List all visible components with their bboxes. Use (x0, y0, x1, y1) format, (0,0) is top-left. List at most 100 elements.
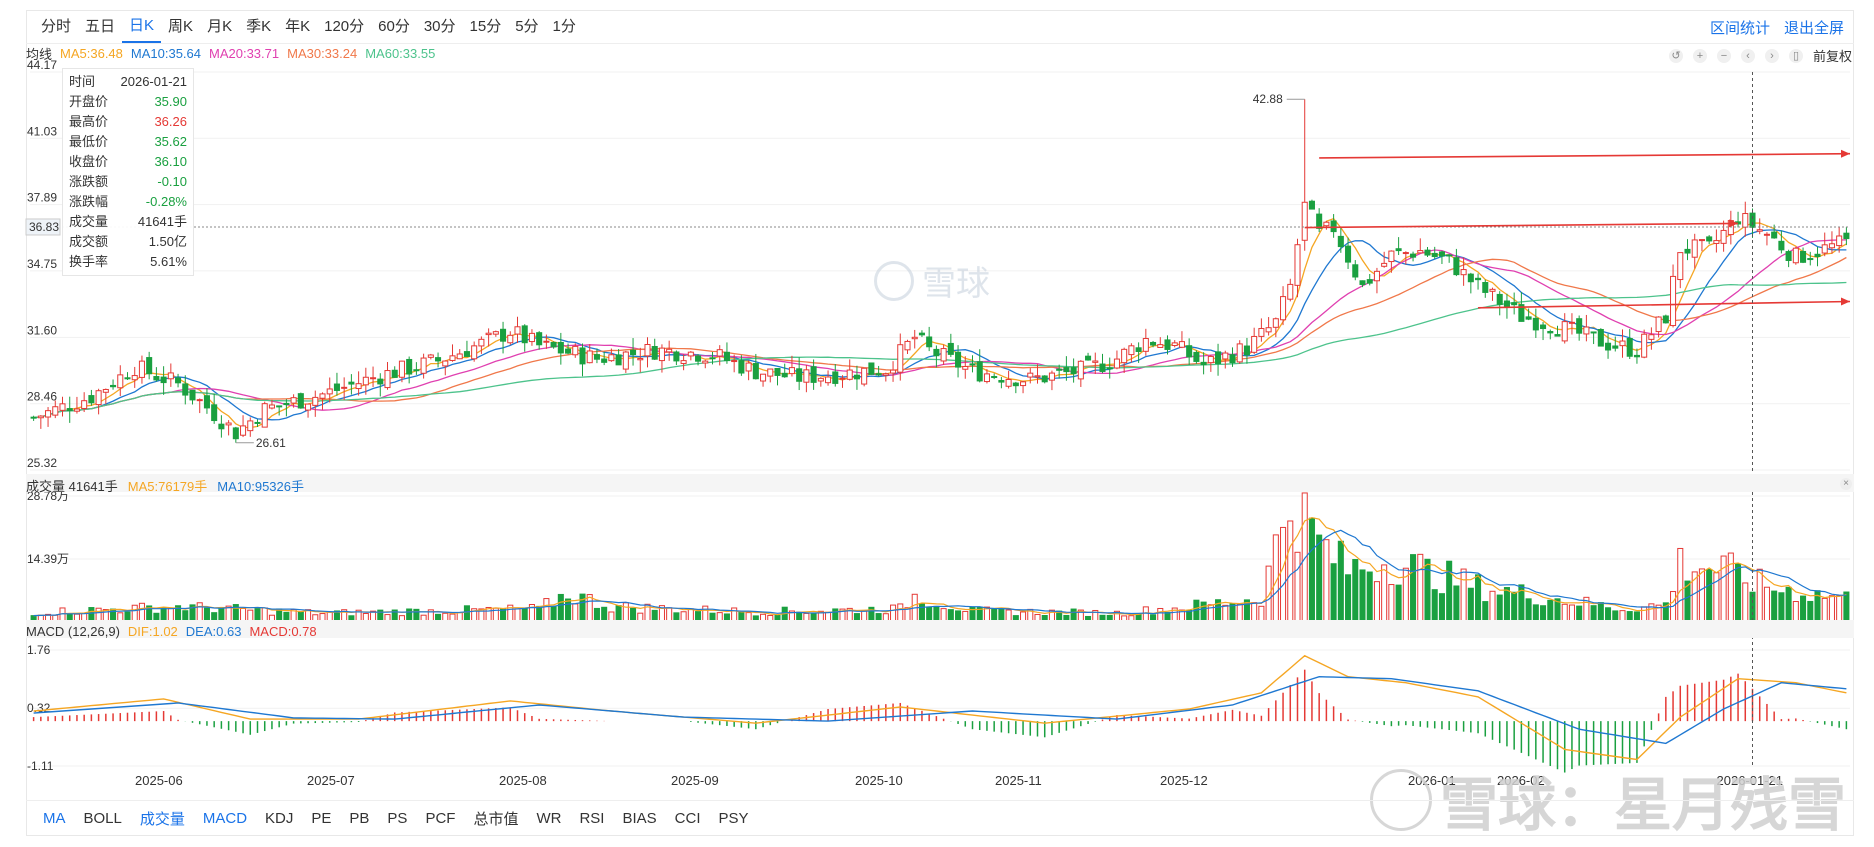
range-stats-button[interactable]: 区间统计 (1709, 19, 1770, 37)
indicator-tab[interactable]: PSY (718, 810, 749, 827)
indicator-tab[interactable]: BOLL (83, 810, 122, 827)
indicator-tab[interactable]: PB (349, 810, 370, 827)
price-tick-label: 25.32 (27, 456, 57, 470)
candle-body (492, 331, 499, 335)
period-tab[interactable]: 季K (246, 18, 272, 35)
right-icon[interactable]: › (1764, 48, 1779, 63)
volume-bar (203, 607, 210, 623)
volume-bar (1821, 597, 1828, 623)
period-tabs: 分时 五日 日K 周K 月K 季K 年K 120分 60分 30分 15分 5分 1分 (34, 10, 583, 44)
period-tab[interactable]: 120分 (324, 18, 365, 35)
volume-bar (543, 598, 550, 623)
candle-body (167, 372, 174, 380)
indicator-tab[interactable]: PE (311, 810, 332, 827)
info-key: 开盘价 (69, 94, 109, 109)
candle-body (630, 349, 637, 356)
volume-bar (1720, 555, 1727, 623)
x-tick-label: 2025-11 (995, 773, 1042, 788)
period-tab[interactable]: 日K (122, 11, 162, 43)
period-tab[interactable]: 周K (168, 18, 194, 35)
indicator-tab[interactable]: 总市值 (473, 811, 519, 828)
candle-body (52, 406, 59, 416)
candle-body (1099, 363, 1106, 372)
left-icon[interactable]: ‹ (1740, 48, 1755, 63)
watermark-bottom-right: 雪球：星月残雪 (1370, 758, 1846, 842)
volume-bar (1698, 568, 1705, 623)
candle-body (1373, 270, 1380, 282)
candle-body (362, 376, 369, 386)
indicator-tab[interactable]: KDJ (265, 810, 294, 827)
min-price-label: 26.61 (256, 436, 286, 450)
indicator-tab[interactable]: BIAS (622, 810, 657, 827)
indicator-tab[interactable]: WR (536, 810, 562, 827)
volume-tick-label: 28.78万 (27, 489, 69, 503)
indicator-tab[interactable]: RSI (579, 810, 605, 827)
candle-body (500, 328, 507, 342)
zoom-in-icon[interactable]: + (1692, 48, 1707, 63)
period-tab[interactable]: 15分 (469, 18, 502, 35)
indicator-tab[interactable]: PS (387, 810, 408, 827)
chart-tools: ↺ + − ‹ › ▯ 前复权 (1668, 46, 1852, 65)
candle-body (1792, 247, 1799, 264)
candle-body (853, 374, 860, 380)
period-tab[interactable]: 30分 (423, 18, 456, 35)
indicator-tab[interactable]: PCF (425, 810, 456, 827)
indicator-tab[interactable]: 成交量 (139, 811, 185, 828)
period-tab[interactable]: 1分 (552, 18, 576, 35)
trend-line (1304, 222, 1739, 229)
indicator-tab[interactable]: MACD (202, 810, 248, 827)
candle-body (1467, 273, 1474, 283)
candle-body (218, 423, 225, 430)
current-price-tag (25, 218, 61, 236)
volume-bar (240, 607, 247, 623)
candle-body (478, 338, 485, 347)
volume-bar (1236, 603, 1243, 623)
period-tab[interactable]: 5分 (515, 18, 539, 35)
candle-body (687, 351, 694, 357)
candle-body (702, 360, 709, 364)
candle-body (341, 386, 348, 389)
volume-bar (1706, 568, 1713, 623)
candle-body (760, 373, 767, 382)
indicator-tab[interactable]: CCI (674, 810, 701, 827)
undo-icon[interactable]: ↺ (1668, 48, 1683, 63)
period-tab[interactable]: 月K (207, 18, 233, 35)
period-tab[interactable]: 年K (285, 18, 311, 35)
ma-legend-item: MA5:36.48 (60, 45, 123, 61)
volume-bar (261, 607, 268, 623)
indicator-tab[interactable]: MA (43, 810, 66, 827)
info-value: 2026-01-21 (120, 74, 188, 89)
candle-body (117, 374, 124, 389)
candle-body (240, 425, 247, 436)
info-row: 最高价 36.26 (69, 112, 187, 132)
candle-body (651, 346, 658, 360)
candle-body (485, 332, 492, 336)
candle-body (940, 348, 947, 362)
adjust-mode-button[interactable]: 前复权 (1812, 49, 1852, 64)
lock-icon[interactable]: ▯ (1788, 48, 1803, 63)
candle-body (1301, 201, 1308, 241)
period-tab[interactable]: 五日 (85, 18, 116, 35)
period-tab[interactable]: 60分 (378, 18, 410, 35)
candle-body (1128, 345, 1135, 356)
close-volume-icon[interactable]: × (1840, 478, 1852, 490)
trend-line (1478, 300, 1851, 309)
period-tab[interactable]: 分时 (41, 18, 72, 35)
chart-frame (26, 10, 1854, 836)
candle-body (333, 383, 340, 391)
exit-fullscreen-button[interactable]: 退出全屏 (1783, 19, 1844, 37)
volume-bar (1381, 564, 1388, 623)
volume-ma5: MA5:76179手 (127, 479, 208, 494)
macd-legend: MACD (12,26,9) DIF:1.02 DEA:0.63 MACD:0.… (26, 624, 317, 639)
candle-body (1518, 304, 1525, 322)
candle-body (882, 373, 889, 376)
candle-body (565, 348, 572, 354)
volume-bar (933, 605, 940, 623)
zoom-out-icon[interactable]: − (1716, 48, 1731, 63)
candle-body (1547, 330, 1554, 334)
volume-bar (225, 605, 232, 623)
candle-body (1648, 334, 1655, 340)
candle-body (918, 332, 925, 336)
price-tick-label: 41.03 (27, 124, 57, 138)
